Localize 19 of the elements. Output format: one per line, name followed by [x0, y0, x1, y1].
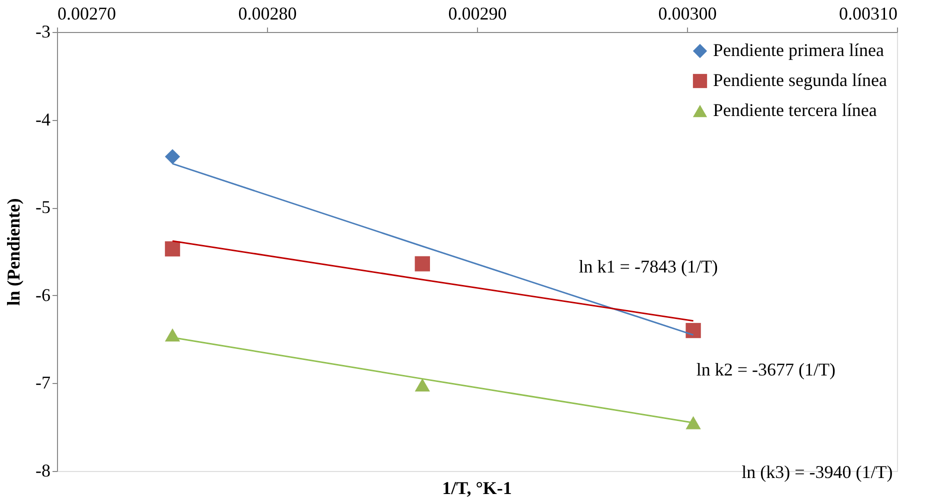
x-tick-label: 0.00290	[448, 4, 507, 24]
x-tick-label: 0.00300	[658, 4, 717, 24]
x-tick-label: 0.00270	[58, 4, 116, 24]
y-axis-title: ln (Pendiente)	[4, 198, 24, 306]
y-tick-label: -8	[36, 460, 50, 480]
y-tick-label: -7	[36, 372, 50, 393]
y-tick-label: -5	[36, 197, 50, 218]
y-tick-label: -3	[36, 22, 50, 42]
annotation: ln (k3) = -3940 (1/T)	[742, 462, 893, 482]
x-axis-title: 1/T, °K-1	[442, 478, 512, 498]
x-tick-label: 0.00310	[839, 4, 898, 24]
legend-label: Pendiente segunda línea	[713, 70, 887, 90]
y-tick-label: -6	[36, 284, 50, 305]
y-tick-label: -4	[36, 109, 50, 130]
legend-label: Pendiente tercera línea	[713, 100, 877, 120]
annotation: ln k2 = -3677 (1/T)	[696, 359, 836, 380]
x-tick-label: 0.00280	[238, 4, 297, 24]
legend-label: Pendiente primera línea	[713, 40, 884, 60]
annotation: ln k1 = -7843 (1/T)	[578, 256, 718, 276]
